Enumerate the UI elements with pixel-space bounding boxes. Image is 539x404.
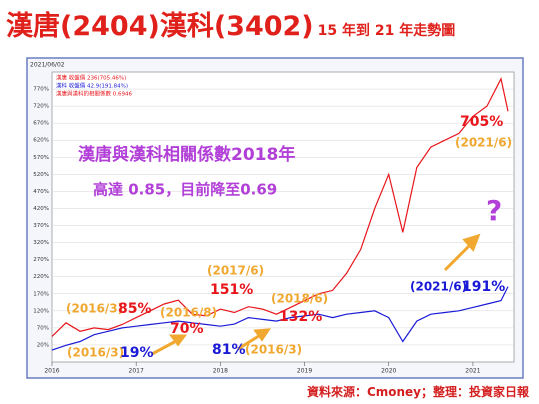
date-label: 2021/06/02 <box>30 62 65 69</box>
annotation: (2018/6) <box>271 292 328 306</box>
y-tick-label: 120% <box>33 308 49 314</box>
annotation: (2021/6) <box>455 136 512 150</box>
chart-title: 漢唐(2404)漢科(3402) <box>6 11 314 42</box>
y-tick-label: 370% <box>33 223 49 229</box>
legend-entry: 漢科 收盤價 42.9(191.84%) <box>56 82 128 90</box>
y-tick-label: 170% <box>33 291 49 297</box>
x-tick-label: 2018 <box>213 368 228 375</box>
arrow-head <box>253 328 271 342</box>
source-note: 資料來源：Cmoney；整理：投資家日報 <box>306 385 529 399</box>
y-tick-label: 320% <box>33 240 49 246</box>
title-block: 漢唐(2404)漢科(3402) 15 年到 21 年走勢圖 <box>6 4 455 43</box>
annotation: 漢唐與漢科相關係數2018年 <box>78 144 295 165</box>
y-tick-label: 570% <box>33 155 49 161</box>
x-tick-label: 2021 <box>465 368 480 375</box>
legend-entry: 漢唐 收盤價 236(705.46%) <box>56 74 126 82</box>
annotation: (2017/6) <box>207 264 264 278</box>
arrow <box>151 338 179 356</box>
annotation: (2021/6) <box>410 280 467 294</box>
y-tick-label: 720% <box>33 104 49 110</box>
y-tick-label: 20% <box>37 342 49 348</box>
annotation: 151% <box>210 282 253 298</box>
series-line <box>51 77 509 337</box>
annotation: 132% <box>279 309 322 325</box>
annotation: 81% <box>212 342 246 358</box>
annotation: (2016/3) <box>67 346 124 360</box>
annotation: (2016/3) <box>245 343 302 357</box>
annotation: 高達 0.85，目前降至0.69 <box>93 181 277 199</box>
y-tick-label: 670% <box>33 121 49 127</box>
series-line <box>51 286 509 351</box>
annotation: 19% <box>120 345 154 361</box>
y-tick-label: 270% <box>33 257 49 263</box>
chart-subtitle: 15 年到 21 年走勢圖 <box>317 23 456 39</box>
annotation: 705% <box>460 114 503 130</box>
annotation: ? <box>486 194 502 227</box>
annotation: 191% <box>462 279 505 295</box>
legend-note: 漢唐與漢科的相關係數 0.6946 <box>56 90 132 98</box>
line-layer <box>51 77 509 351</box>
y-tick-label: 220% <box>33 274 49 280</box>
x-tick-label: 2019 <box>297 368 312 375</box>
arrow-head <box>462 233 481 252</box>
annotation: 85% <box>118 301 152 317</box>
y-tick-label: 470% <box>33 189 49 195</box>
grid-layer: 20% 70% 120% 170% 220% 270% 320% 370% 420% 470% 52… <box>33 87 514 375</box>
y-tick-label: 420% <box>33 206 49 212</box>
arrow <box>237 332 263 351</box>
arrow-head <box>169 334 187 347</box>
x-tick-label: 2020 <box>381 368 396 375</box>
arrow <box>443 241 474 272</box>
arrows <box>151 233 481 356</box>
annotations: 漢唐與漢科相關係數2018年 高達 0.85，目前降至0.69 (2016/3)… <box>66 114 512 361</box>
x-tick-label: 2017 <box>129 368 144 375</box>
annotation: (2016/3) <box>66 302 123 316</box>
x-tick-label: 2016 <box>44 368 59 375</box>
y-tick-label: 620% <box>33 138 49 144</box>
y-tick-label: 70% <box>37 325 49 331</box>
annotation: (2016/8) <box>160 306 217 320</box>
annotation: 70% <box>170 321 204 337</box>
y-tick-label: 770% <box>33 87 49 93</box>
y-tick-label: 520% <box>33 172 49 178</box>
